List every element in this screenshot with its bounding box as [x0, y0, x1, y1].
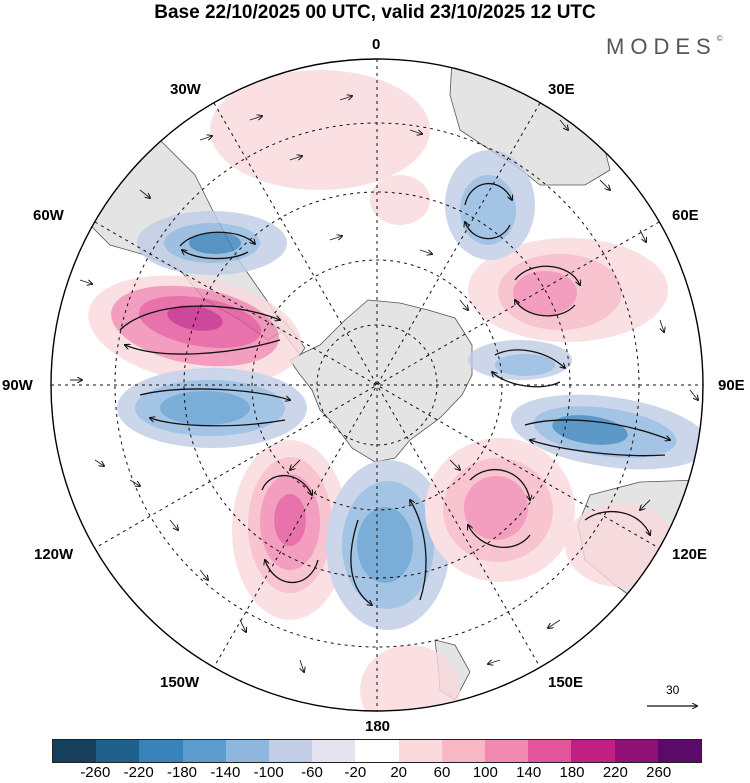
anomaly-negative-south-africa	[445, 150, 535, 260]
lon-label-150w: 150W	[160, 674, 200, 691]
anomaly-negative-east-indian	[468, 340, 572, 380]
copyright-mark: ©	[716, 34, 723, 43]
colorbar-swatch	[398, 740, 442, 762]
lon-label-120w: 120W	[34, 546, 74, 563]
anomaly-negative-south-atlantic	[137, 211, 287, 275]
colorbar-tick-label: -140	[210, 764, 241, 781]
colorbar-swatch	[269, 740, 313, 762]
lon-label-120e: 120E	[672, 546, 708, 563]
anomaly-positive-south-pacific	[425, 438, 575, 582]
lon-label-90w: 90W	[2, 377, 33, 394]
colorbar	[52, 739, 702, 763]
colorbar-swatch	[96, 740, 140, 762]
lon-label-0: 0	[372, 36, 381, 53]
colorbar-tick-label: -60	[301, 764, 323, 781]
colorbar-tick-label: -260	[80, 764, 111, 781]
streamlines	[119, 183, 670, 605]
brand-text: MODES	[606, 34, 717, 59]
modes-logo: MODES©	[606, 34, 723, 60]
anomaly-positive-indian-ocean	[468, 238, 668, 342]
colorbar-swatch	[312, 740, 356, 762]
colorbar-swatch	[441, 740, 486, 762]
colorbar-swatch	[528, 740, 572, 762]
colorbar-tick-label: 180	[559, 764, 585, 781]
colorbar-tick-label: 220	[602, 764, 628, 781]
anomaly-negative-bellingshausen	[117, 368, 307, 448]
colorbar-tick-label: -20	[344, 764, 367, 781]
colorbar-tick-label: 20	[390, 764, 407, 781]
colorbar-swatch	[53, 740, 97, 762]
colorbar-tick-label: -220	[123, 764, 154, 781]
lon-label-60e: 60E	[672, 207, 699, 224]
map-title: Base 22/10/2025 00 UTC, valid 23/10/2025…	[154, 2, 596, 23]
colorbar-swatch	[485, 740, 529, 762]
colorbar-swatch	[657, 740, 702, 762]
colorbar-swatch	[571, 740, 615, 762]
lon-label-180: 180	[365, 718, 391, 735]
colorbar-tick-label: 100	[472, 764, 498, 781]
colorbar-swatch	[139, 740, 183, 762]
map-boundary	[50, 58, 704, 712]
anomaly-negative-south-indian	[510, 394, 703, 470]
colorbar-swatch	[614, 740, 658, 762]
lon-label-30e: 30E	[548, 81, 575, 98]
graticule	[51, 59, 703, 711]
antarctica-landmass	[289, 299, 473, 463]
colorbar-swatch	[225, 740, 270, 762]
wind-reference-label: 30	[666, 683, 680, 697]
colorbar-swatch	[355, 740, 399, 762]
lon-label-60w: 60W	[33, 207, 64, 224]
colorbar-tick-label: 140	[516, 764, 542, 781]
lon-label-150e: 150E	[548, 674, 584, 691]
colorbar-tick-label: 260	[646, 764, 672, 781]
lon-label-30w: 30W	[170, 81, 201, 98]
anomaly-positive-drake-passage	[88, 275, 302, 385]
colorbar-tick-label: 60	[433, 764, 451, 781]
colorbar-swatch	[182, 740, 226, 762]
anomaly-positive-greenwich	[210, 70, 430, 225]
wind-vectors	[70, 96, 698, 672]
colorbar-tick-label: -180	[166, 764, 198, 781]
colorbar-tick-label: -100	[253, 764, 284, 781]
lon-label-90e: 90E	[718, 377, 745, 394]
